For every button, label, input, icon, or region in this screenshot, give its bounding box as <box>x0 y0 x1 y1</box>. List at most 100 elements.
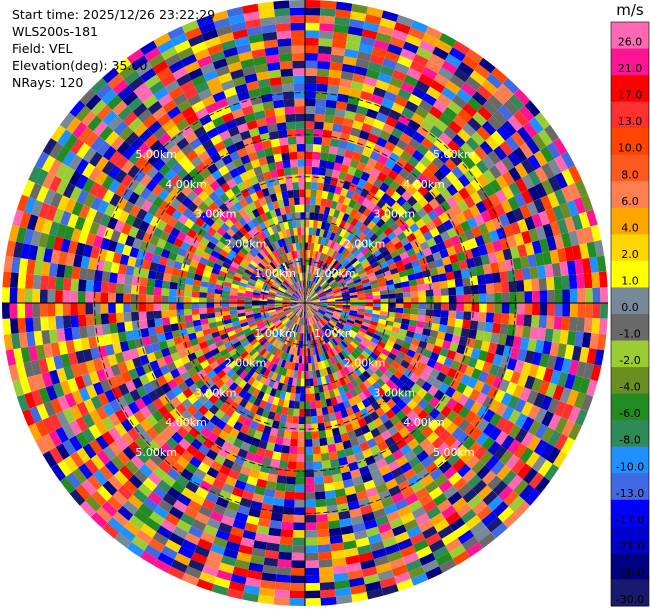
velocity-gate <box>230 224 240 234</box>
velocity-gate <box>251 208 261 218</box>
velocity-gate <box>357 544 372 555</box>
velocity-gate <box>282 271 289 279</box>
velocity-gate <box>92 303 101 315</box>
velocity-gate <box>216 279 225 286</box>
velocity-gate <box>290 339 296 347</box>
velocity-gate <box>108 150 123 165</box>
velocity-gate <box>291 283 297 291</box>
velocity-gate <box>593 240 605 257</box>
velocity-gate <box>500 392 513 407</box>
velocity-gate <box>282 305 291 308</box>
velocity-gate <box>297 289 302 297</box>
velocity-gate <box>215 123 228 135</box>
velocity-gate <box>408 565 426 579</box>
velocity-gate <box>321 317 329 324</box>
velocity-gate <box>345 206 354 216</box>
velocity-gate <box>19 211 32 229</box>
velocity-gate <box>368 257 378 266</box>
velocity-gate <box>385 478 398 490</box>
velocity-gate <box>364 140 376 151</box>
velocity-gate <box>275 405 283 415</box>
velocity-gate <box>335 394 343 404</box>
velocity-gate <box>244 195 254 205</box>
velocity-gate <box>463 303 472 312</box>
velocity-gate <box>531 351 543 366</box>
velocity-gate <box>325 398 333 407</box>
velocity-gate <box>309 393 316 402</box>
velocity-gate <box>386 197 397 208</box>
range-ring-label: 2.00km <box>225 357 267 370</box>
velocity-gate <box>356 195 366 205</box>
velocity-gate <box>216 320 225 327</box>
velocity-gate <box>206 517 221 530</box>
velocity-gate <box>433 361 444 372</box>
velocity-gate <box>295 355 300 364</box>
velocity-gate <box>208 404 220 415</box>
velocity-gate <box>326 358 333 367</box>
velocity-gate <box>203 231 214 242</box>
velocity-gate <box>314 323 319 331</box>
velocity-gate <box>305 416 312 425</box>
velocity-gate <box>271 372 278 381</box>
velocity-gate <box>157 552 175 567</box>
velocity-gate <box>592 303 601 319</box>
velocity-gate <box>252 270 261 277</box>
velocity-gate <box>349 294 358 299</box>
velocity-gate <box>329 319 337 326</box>
velocity-gate <box>230 313 239 319</box>
velocity-gate <box>222 352 232 361</box>
velocity-gate <box>553 276 563 290</box>
velocity-gate <box>355 333 365 341</box>
velocity-gate <box>267 434 277 444</box>
velocity-gate <box>505 210 518 225</box>
velocity-gate <box>122 392 135 406</box>
velocity-gate <box>350 303 359 306</box>
velocity-gate <box>370 372 380 382</box>
velocity-gate <box>286 345 291 354</box>
velocity-gate <box>301 371 305 379</box>
velocity-gate <box>363 21 380 33</box>
velocity-gate <box>239 337 248 345</box>
velocity-gate <box>222 285 231 292</box>
velocity-gate <box>480 210 492 223</box>
velocity-gate <box>336 278 345 285</box>
velocity-gate <box>168 532 185 546</box>
velocity-gate <box>440 364 451 376</box>
velocity-gate <box>307 309 312 318</box>
velocity-gate <box>62 182 76 199</box>
velocity-gate <box>119 340 130 353</box>
velocity-gate <box>365 299 374 303</box>
velocity-gate <box>348 577 365 588</box>
velocity-gate <box>125 213 137 226</box>
velocity-gate <box>140 327 150 338</box>
velocity-gate <box>384 240 394 250</box>
velocity-gate <box>600 303 608 319</box>
velocity-gate <box>405 34 423 47</box>
velocity-gate <box>101 160 115 176</box>
colorbar-tick-label: -26.0 <box>616 567 644 580</box>
velocity-gate <box>334 488 346 498</box>
velocity-gate <box>326 323 334 330</box>
velocity-gate <box>386 284 395 290</box>
velocity-gate <box>434 119 448 133</box>
velocity-gate <box>490 332 500 344</box>
velocity-gate <box>421 526 438 540</box>
velocity-gate <box>372 451 385 463</box>
velocity-gate <box>297 309 302 317</box>
velocity-gate <box>184 346 195 356</box>
velocity-gate <box>590 224 602 242</box>
velocity-gate <box>237 347 247 356</box>
velocity-gate <box>262 425 272 435</box>
velocity-gate <box>418 519 434 533</box>
velocity-gate <box>511 458 526 475</box>
velocity-gate <box>521 431 535 448</box>
velocity-gate <box>361 28 378 40</box>
velocity-gate <box>320 360 327 369</box>
velocity-gate <box>292 354 297 363</box>
velocity-gate <box>338 255 346 264</box>
velocity-gate <box>360 36 376 47</box>
velocity-gate <box>78 361 89 376</box>
velocity-gate <box>85 495 102 512</box>
velocity-gate <box>293 400 300 409</box>
velocity-gate <box>326 310 334 314</box>
